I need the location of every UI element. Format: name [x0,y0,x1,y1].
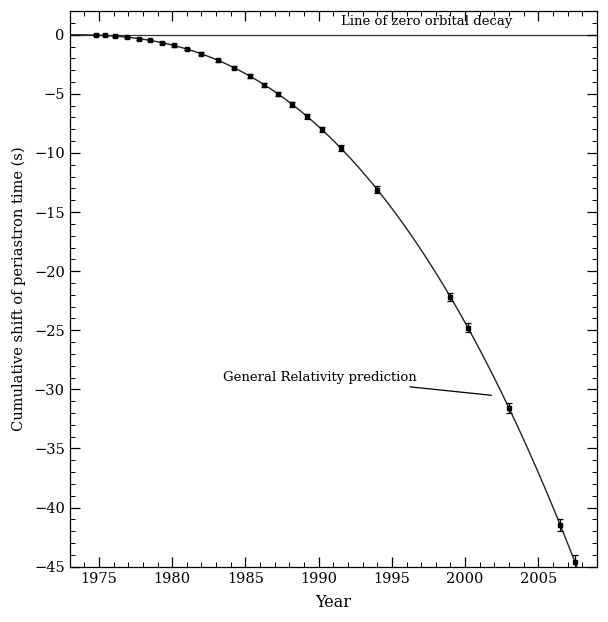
X-axis label: Year: Year [316,594,351,611]
Text: General Relativity prediction: General Relativity prediction [224,371,491,396]
Text: Line of zero orbital decay: Line of zero orbital decay [340,15,512,27]
Y-axis label: Cumulative shift of periastron time (s): Cumulative shift of periastron time (s) [11,147,26,431]
